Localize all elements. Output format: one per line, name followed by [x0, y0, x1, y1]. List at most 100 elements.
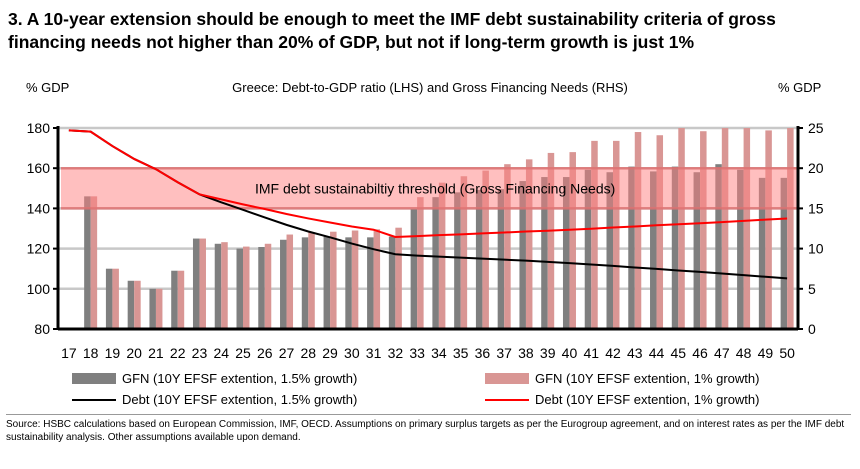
bar-gfn-1pct-growth: [308, 232, 315, 329]
bar-gfn-1pct-growth: [395, 227, 402, 329]
x-tick-label: 28: [301, 345, 317, 361]
left-axis-label: % GDP: [26, 80, 70, 95]
bar-gfn-1-5pct-growth: [388, 236, 396, 329]
left-tick-label: 80: [34, 321, 50, 337]
bar-gfn-1pct-growth: [787, 128, 794, 329]
legend-gfn-1: GFN (10Y EFSF extention, 1% growth): [485, 371, 759, 386]
legend-gfn-15: GFN (10Y EFSF extention, 1.5% growth): [72, 371, 357, 386]
right-tick-label: 5: [808, 281, 816, 297]
legend-label: GFN (10Y EFSF extention, 1.5% growth): [122, 371, 358, 386]
x-tick-label: 45: [671, 345, 687, 361]
left-tick-label: 120: [27, 241, 51, 257]
bar-gfn-1-5pct-growth: [410, 209, 418, 329]
x-tick-label: 31: [366, 345, 382, 361]
bar-gfn-1-5pct-growth: [258, 246, 265, 329]
bar-gfn-1-5pct-growth: [345, 237, 352, 329]
bar-gfn-1-5pct-growth: [149, 288, 156, 329]
bar-gfn-1pct-growth: [525, 159, 533, 329]
x-tick-label: 27: [279, 345, 295, 361]
legend-swatch: [72, 373, 116, 384]
right-tick-label: 15: [808, 200, 824, 216]
bar-gfn-1-5pct-growth: [519, 181, 526, 329]
bar-gfn-1-5pct-growth: [127, 280, 135, 329]
right-tick-label: 0: [808, 321, 816, 337]
x-tick-label: 26: [257, 345, 273, 361]
bar-gfn-1pct-growth: [460, 176, 468, 329]
bar-gfn-1pct-growth: [547, 152, 555, 329]
x-tick-label: 25: [235, 345, 251, 361]
x-tick-label: 40: [562, 345, 578, 361]
bar-gfn-1-5pct-growth: [214, 243, 222, 329]
chart-heading: 3. A 10-year extension should be enough …: [8, 9, 776, 52]
left-tick-label: 180: [27, 120, 51, 136]
bar-gfn-1pct-growth: [417, 197, 424, 329]
bar-gfn-1pct-growth: [112, 268, 119, 329]
x-tick-label: 36: [475, 345, 491, 361]
bar-gfn-1-5pct-growth: [584, 169, 592, 329]
bar-gfn-1pct-growth: [373, 229, 381, 329]
bar-gfn-1-5pct-growth: [236, 248, 243, 329]
x-tick-label: 21: [148, 345, 164, 361]
bar-gfn-1-5pct-growth: [650, 171, 657, 329]
bar-gfn-1pct-growth: [221, 242, 228, 329]
x-tick-label: 42: [605, 345, 621, 361]
bar-gfn-1-5pct-growth: [367, 237, 374, 329]
x-tick-label: 46: [692, 345, 708, 361]
bar-gfn-1-5pct-growth: [301, 237, 309, 329]
bar-gfn-1-5pct-growth: [715, 164, 722, 329]
x-tick-label: 50: [779, 345, 795, 361]
bar-gfn-1pct-growth: [613, 140, 620, 329]
legend-swatch: [72, 398, 116, 401]
bar-gfn-1pct-growth: [286, 234, 294, 329]
x-tick-label: 19: [105, 345, 121, 361]
bar-gfn-1-5pct-growth: [541, 177, 548, 329]
x-tick-label: 38: [518, 345, 534, 361]
bar-gfn-1pct-growth: [90, 196, 98, 329]
bar-gfn-1pct-growth: [504, 164, 511, 329]
bar-gfn-1pct-growth: [199, 238, 206, 329]
bar-gfn-1-5pct-growth: [693, 172, 701, 329]
legend-label: Debt (10Y EFSF extention, 1.5% growth): [122, 392, 358, 407]
legend-swatch: [485, 398, 529, 401]
bar-gfn-1-5pct-growth: [280, 239, 287, 329]
threshold-label: IMF debt sustainabiltiy threshold (Gross…: [255, 180, 615, 196]
x-tick-label: 34: [431, 345, 447, 361]
x-tick-label: 20: [126, 345, 142, 361]
bar-gfn-1pct-growth: [569, 152, 576, 329]
bar-gfn-1pct-growth: [351, 230, 359, 329]
legend-debt-1: Debt (10Y EFSF extention, 1% growth): [485, 392, 759, 407]
chart-title: Greece: Debt-to-GDP ratio (LHS) and Gros…: [232, 80, 628, 95]
x-tick-label: 33: [409, 345, 425, 361]
right-tick-label: 20: [808, 160, 824, 176]
left-tick-label: 100: [27, 281, 51, 297]
bar-gfn-1pct-growth: [155, 288, 163, 329]
x-tick-label: 22: [170, 345, 186, 361]
left-tick-label: 140: [27, 200, 51, 216]
legend-label: Debt (10Y EFSF extention, 1% growth): [535, 392, 760, 407]
bar-gfn-1-5pct-growth: [192, 238, 200, 329]
bar-gfn-1-5pct-growth: [671, 166, 679, 329]
bar-gfn-1-5pct-growth: [562, 177, 570, 329]
legend-debt-15: Debt (10Y EFSF extention, 1.5% growth): [72, 392, 357, 407]
bar-gfn-1pct-growth: [134, 280, 141, 329]
bar-gfn-1pct-growth: [700, 131, 707, 329]
bar-gfn-1-5pct-growth: [105, 268, 113, 329]
x-tick-label: 48: [736, 345, 752, 361]
bar-gfn-1pct-growth: [765, 130, 772, 329]
threshold-band: [61, 168, 798, 209]
x-tick-label: 49: [758, 345, 774, 361]
bar-gfn-1pct-growth: [243, 246, 250, 329]
bar-gfn-1-5pct-growth: [171, 270, 178, 329]
x-tick-label: 41: [583, 345, 599, 361]
bar-gfn-1-5pct-growth: [780, 177, 788, 329]
x-tick-label: 43: [627, 345, 643, 361]
legend-label: GFN (10Y EFSF extention, 1% growth): [535, 371, 760, 386]
right-tick-label: 10: [808, 241, 824, 257]
x-tick-label: 17: [61, 345, 77, 361]
x-tick-label: 32: [388, 345, 404, 361]
x-tick-label: 39: [540, 345, 556, 361]
legend-swatch: [485, 373, 529, 384]
bar-gfn-1pct-growth: [482, 170, 489, 329]
right-tick-label: 25: [808, 120, 824, 136]
